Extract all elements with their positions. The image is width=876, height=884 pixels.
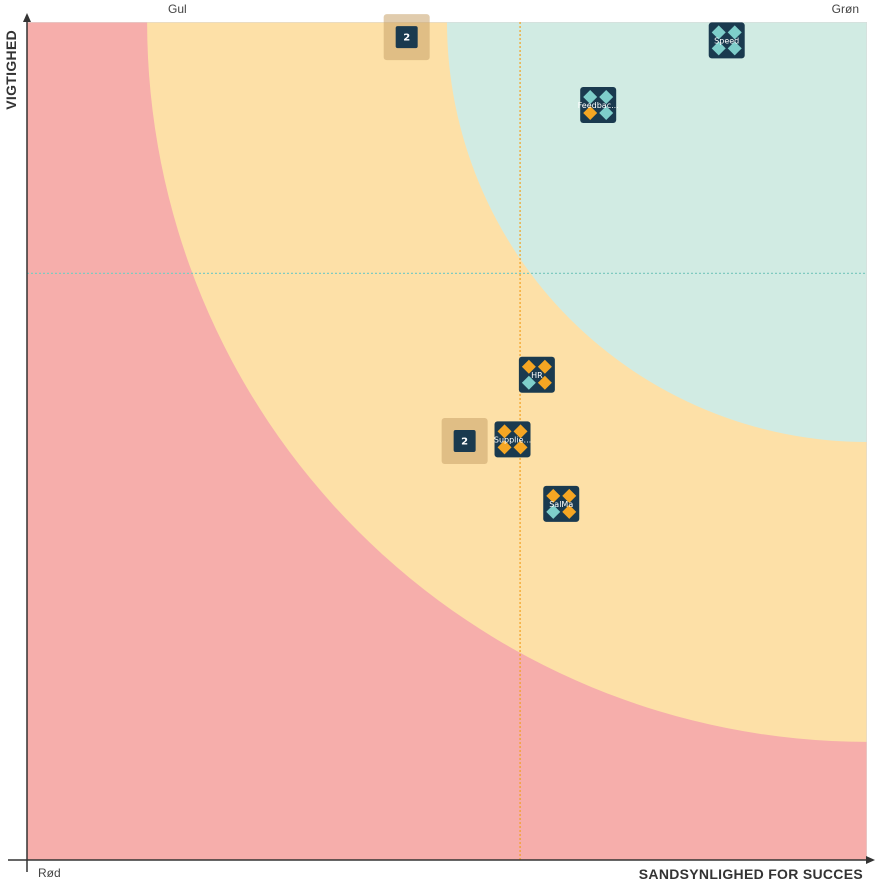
point-diamond bbox=[562, 504, 577, 519]
zone-label-gul: Gul bbox=[168, 2, 187, 16]
cluster-marker[interactable]: 2 bbox=[383, 14, 430, 61]
zone-label-rod: Rød bbox=[38, 866, 61, 880]
zone-label-gron: Grøn bbox=[832, 2, 859, 16]
cluster-marker[interactable]: 2 bbox=[441, 418, 488, 464]
point-diamond bbox=[711, 41, 726, 56]
point-diamond bbox=[599, 105, 614, 120]
point-diamond bbox=[546, 504, 561, 519]
point-diamond bbox=[546, 488, 561, 503]
point-diamond bbox=[562, 488, 577, 503]
point-diamond bbox=[583, 89, 598, 104]
point-diamond bbox=[521, 359, 536, 374]
data-point[interactable]: SalMa bbox=[543, 485, 580, 522]
data-point[interactable]: Supplie... bbox=[494, 421, 531, 458]
point-label: Feedbac... bbox=[578, 101, 619, 110]
point-diamond bbox=[537, 359, 552, 374]
point-label: SalMa bbox=[549, 500, 573, 509]
x-axis-title: SANDSYNLIGHED FOR SUCCES bbox=[639, 866, 863, 882]
data-point[interactable]: Speed bbox=[708, 22, 745, 59]
y-axis-arrow bbox=[23, 13, 31, 22]
x-axis-arrow bbox=[866, 856, 875, 864]
zone-green bbox=[447, 22, 867, 442]
cluster-badge bbox=[395, 26, 418, 49]
cluster-count: 2 bbox=[461, 437, 468, 448]
point-diamond bbox=[599, 89, 614, 104]
cluster-count: 2 bbox=[403, 33, 410, 44]
point-diamond bbox=[711, 25, 726, 40]
point-diamond bbox=[513, 440, 528, 455]
point-label: Speed bbox=[714, 36, 739, 45]
cluster-badge bbox=[453, 430, 476, 452]
point-diamond bbox=[727, 41, 742, 56]
point-diamond bbox=[513, 424, 528, 439]
data-point[interactable]: Feedbac... bbox=[578, 86, 619, 123]
point-diamond bbox=[537, 375, 552, 390]
point-diamond bbox=[497, 424, 512, 439]
point-label: Supplie... bbox=[494, 435, 531, 444]
point-diamond bbox=[727, 25, 742, 40]
point-diamond bbox=[583, 105, 598, 120]
point-label: HR bbox=[531, 371, 543, 380]
data-point[interactable]: HR bbox=[518, 356, 555, 393]
y-axis-title: VIGTIGHED bbox=[3, 30, 19, 110]
point-diamond bbox=[521, 375, 536, 390]
point-diamond bbox=[497, 440, 512, 455]
